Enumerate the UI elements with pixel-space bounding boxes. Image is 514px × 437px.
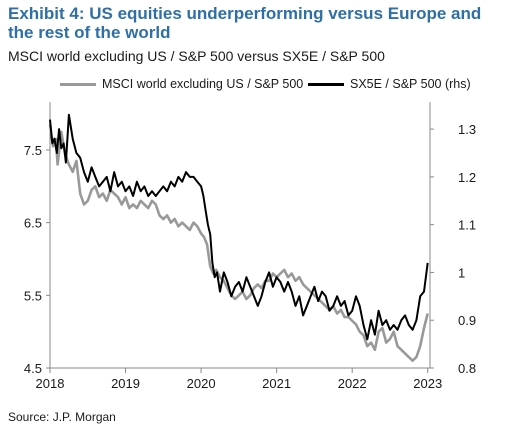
legend-swatch-gray [60, 82, 96, 86]
legend-label-sx5e: SX5E / S&P 500 (rhs) [350, 77, 471, 91]
y-right-tick-label: 1.1 [458, 218, 476, 233]
legend-item-sx5e: SX5E / S&P 500 (rhs) [308, 77, 471, 91]
x-tick-label: 2022 [338, 376, 367, 391]
x-tick-label: 2020 [187, 376, 216, 391]
x-tick-label: 2019 [111, 376, 140, 391]
y-right-tick-label: 0.8 [458, 361, 476, 376]
series-line-sx5e [49, 113, 429, 341]
legend-swatch-black [308, 82, 344, 86]
y-right-tick-label: 1 [458, 265, 465, 280]
x-tick-label: 2021 [262, 376, 291, 391]
y-right-tick-label: 1.2 [458, 170, 476, 185]
legend-item-msci: MSCI world excluding US / S&P 500 [60, 77, 303, 91]
y-left-tick-label: 6.5 [24, 216, 42, 231]
y-left-tick-label: 7.5 [24, 143, 42, 158]
legend-label-msci: MSCI world excluding US / S&P 500 [102, 77, 304, 91]
y-right-tick-label: 1.3 [458, 122, 476, 137]
x-tick-label: 2018 [36, 376, 65, 391]
y-left-tick-label: 4.5 [24, 361, 42, 376]
chart-title: Exhibit 4: US equities underperforming v… [8, 4, 482, 42]
legend: MSCI world excluding US / S&P 500 SX5E /… [60, 74, 510, 96]
y-left-tick-label: 5.5 [24, 288, 42, 303]
y-right-tick-label: 0.9 [458, 313, 476, 328]
x-tick-label: 2023 [413, 376, 442, 391]
chart-subtitle: MSCI world excluding US / S&P 500 versus… [8, 48, 385, 64]
source-note: Source: J.P. Morgan [8, 410, 116, 424]
